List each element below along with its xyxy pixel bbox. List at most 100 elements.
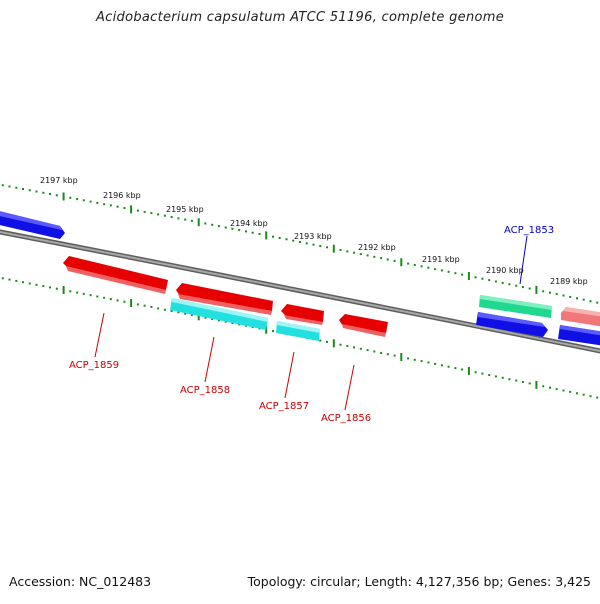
- backbone: [0, 229, 600, 354]
- minor-tick: [474, 276, 477, 279]
- minor-tick: [251, 231, 254, 234]
- major-tick: [535, 285, 538, 294]
- major-tick: [265, 231, 268, 240]
- gene-acp-1856[interactable]: [339, 314, 388, 337]
- gene-acp-1858-red[interactable]: [176, 283, 273, 315]
- minor-tick: [190, 314, 193, 316]
- minor-tick: [413, 358, 416, 361]
- gene-label-acp-1857[interactable]: ACP_1857: [259, 401, 309, 412]
- minor-tick: [245, 230, 247, 233]
- gene-right-pink[interactable]: [561, 307, 600, 327]
- minor-tick: [103, 203, 106, 206]
- minor-tick: [123, 300, 126, 303]
- minor-tick: [116, 299, 119, 302]
- minor-tick: [508, 378, 511, 381]
- minor-tick: [22, 188, 24, 190]
- minor-tick: [562, 389, 565, 392]
- scale-label: 2193 kbp: [294, 232, 332, 241]
- minor-tick: [589, 300, 592, 303]
- minor-tick: [576, 392, 578, 395]
- scale-label: 2191 kbp: [422, 255, 460, 264]
- minor-tick: [157, 213, 160, 216]
- minor-tick: [217, 319, 220, 322]
- minor-tick: [28, 282, 31, 285]
- minor-tick: [515, 284, 518, 287]
- minor-tick: [82, 199, 85, 202]
- minor-tick: [305, 242, 308, 245]
- minor-tick: [272, 330, 274, 333]
- minor-tick: [69, 196, 72, 199]
- minor-tick: [299, 241, 301, 243]
- gene-acp-1853-blue[interactable]: [476, 312, 548, 337]
- gene-labels: ACP_1859 ACP_1858 ACP_1857 ACP_1856 ACP_…: [69, 225, 554, 424]
- minor-tick: [292, 239, 295, 242]
- minor-tick: [89, 200, 92, 203]
- minor-tick: [549, 291, 551, 294]
- gene-acp-1857-cyan[interactable]: [276, 321, 320, 341]
- minor-tick: [393, 354, 396, 357]
- minor-tick: [22, 281, 24, 284]
- major-tick: [467, 366, 470, 375]
- gene-label-acp-1858[interactable]: ACP_1858: [180, 385, 230, 396]
- gene-acp-1853-green[interactable]: [479, 295, 552, 318]
- minor-tick: [569, 390, 572, 393]
- minor-tick: [157, 307, 160, 310]
- gene-right-blue[interactable]: [558, 325, 600, 346]
- minor-tick: [380, 257, 383, 260]
- minor-tick: [420, 265, 423, 268]
- minor-tick: [224, 320, 227, 323]
- minor-tick: [109, 204, 112, 207]
- minor-tick: [461, 368, 464, 371]
- minor-tick: [136, 303, 139, 306]
- minor-tick: [258, 233, 261, 235]
- gene-label-acp-1856[interactable]: ACP_1856: [321, 413, 371, 424]
- minor-tick: [211, 223, 214, 226]
- major-tick: [130, 299, 133, 308]
- minor-tick: [481, 372, 484, 375]
- minor-tick: [28, 189, 31, 192]
- minor-tick: [217, 225, 220, 228]
- minor-tick: [8, 278, 11, 281]
- minor-tick: [285, 238, 288, 241]
- minor-tick: [373, 350, 376, 353]
- minor-tick: [542, 385, 545, 388]
- scale-label: 2194 kbp: [230, 219, 268, 228]
- minor-tick: [76, 198, 79, 201]
- page-title: Acidobacterium capsulatum ATCC 51196, co…: [95, 10, 505, 25]
- minor-tick: [211, 318, 214, 320]
- minor-tick: [434, 362, 437, 365]
- scale-label: 2190 kbp: [486, 266, 524, 275]
- minor-tick: [488, 279, 491, 282]
- minor-tick: [136, 209, 139, 212]
- major-tick: [197, 312, 200, 321]
- major-tick: [130, 205, 133, 214]
- scale-label: 2189 kbp: [550, 277, 588, 286]
- minor-tick: [204, 316, 207, 319]
- minor-tick: [596, 301, 599, 304]
- minor-tick: [163, 308, 166, 311]
- minor-tick: [569, 295, 572, 298]
- gene-acp-1859[interactable]: [63, 256, 168, 294]
- label-leaders: [94, 235, 528, 411]
- minor-tick: [521, 381, 524, 383]
- minor-tick: [474, 371, 477, 374]
- minor-tick: [170, 310, 173, 312]
- minor-tick: [96, 295, 99, 298]
- gene-forward[interactable]: [0, 210, 65, 239]
- minor-tick: [49, 286, 51, 289]
- major-tick: [197, 218, 200, 227]
- minor-tick: [393, 259, 396, 262]
- gene-acp-1858-cyan[interactable]: [170, 298, 268, 330]
- gene-label-acp-1853[interactable]: ACP_1853: [504, 225, 554, 236]
- minor-tick: [440, 364, 443, 367]
- gene-label-acp-1859[interactable]: ACP_1859: [69, 360, 119, 371]
- minor-tick: [346, 250, 349, 253]
- minor-tick: [319, 245, 322, 247]
- minor-tick: [359, 347, 362, 350]
- minor-tick: [312, 243, 315, 246]
- minor-tick: [454, 367, 457, 370]
- gene-acp-1857-red[interactable]: [281, 304, 324, 325]
- minor-tick: [427, 266, 430, 269]
- minor-tick: [184, 218, 187, 221]
